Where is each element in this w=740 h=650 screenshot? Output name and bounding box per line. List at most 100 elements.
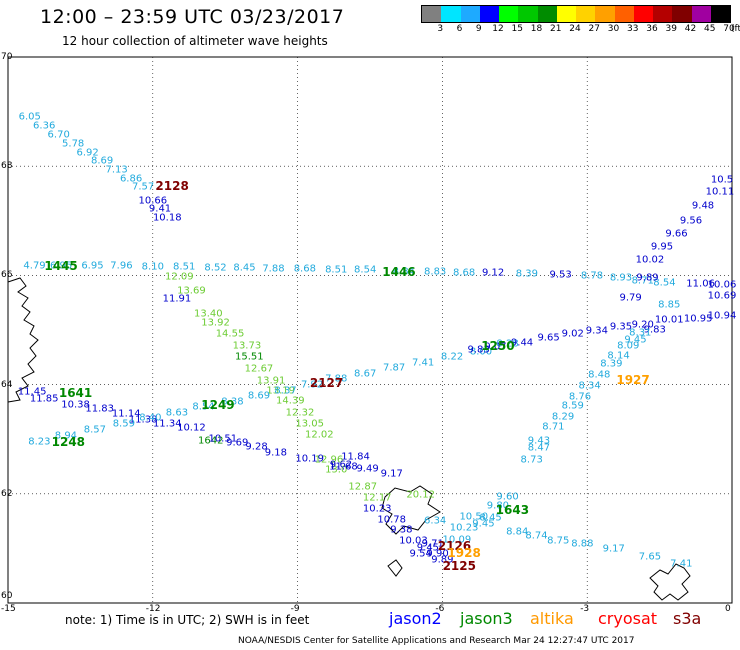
wave-height-value: 7.41 [670,558,693,570]
wave-height-value: 8.51 [325,264,348,276]
lon-label: -12 [145,604,161,614]
legend-swatch [422,6,442,22]
wave-height-value: 8.71 [542,421,565,433]
wave-height-value: 9.69 [226,437,249,449]
wave-height-value: 9.60 [496,491,519,503]
wave-height-value: 10.69 [707,290,737,302]
wave-height-value: 8.71 [631,275,654,287]
wave-height-value: 8.83 [424,266,447,278]
satellite-jason2: jason2 [389,609,442,628]
wave-height-value: 10.66 [138,195,168,207]
legend-label: 12 [492,24,504,34]
wave-height-value: 8.22 [440,351,464,363]
wave-height-value: 8.93 [609,272,633,284]
lat-label: 70 [1,52,13,62]
pass-time-label: 1446 [382,264,416,279]
wave-height-value: 9.02 [561,328,584,340]
wave-height-value: 8.88 [571,538,594,550]
wave-height-value: 10.23 [362,503,392,515]
lon-label: -15 [1,604,16,614]
wave-height-value: 9.89 [636,272,659,284]
wave-height-value: 9.45 [624,334,647,346]
wave-height-value: 8.54 [653,277,676,289]
legend-label: 6 [456,24,463,34]
legend-swatch [499,6,519,22]
wave-height-value: 8.73 [520,454,543,466]
wave-height-value: 10.01 [654,314,684,326]
wave-height-value: 11.68 [329,461,358,473]
wave-height-value: 6.95 [81,260,104,272]
wave-height-value: 15.51 [235,351,264,363]
wave-height-value: 10.12 [177,422,206,434]
legend-swatch [518,6,538,22]
wave-height-value: 8.00 [469,346,493,358]
wave-height-value: 8.40 [139,412,162,424]
wave-height-value: 11.45 [17,386,47,398]
wave-height-value: 12.17 [362,492,392,504]
wave-height-value: 10.23 [449,522,479,534]
wave-height-value: 6.95 [49,260,73,272]
wave-height-value: 9.41 [148,203,172,215]
wave-height-value: 8.67 [354,368,377,380]
wave-height-value: 10.78 [377,514,407,526]
wave-height-value: 12.67 [244,363,274,375]
wave-height-value: 8.48 [588,369,611,381]
legend-swatch [653,6,673,22]
wave-height-value: 8.39 [600,358,623,370]
pass-time-label: 1641 [58,385,93,400]
wave-height-value: 9.17 [602,543,625,555]
wave-height-value: 9.83 [643,324,666,336]
wave-height-value: 7.88 [325,373,348,385]
pass-time-label: 1249 [201,398,235,413]
legend-label: 18 [530,24,543,34]
lon-label: -6 [435,604,445,614]
legend-swatch [710,6,730,22]
wave-height-value: 10.19 [295,453,324,465]
wave-height-value: 12.32 [285,407,315,419]
wave-height-value: 13.40 [193,308,223,320]
wave-height-value: 8.37 [274,385,297,397]
lon-label: -3 [580,604,590,614]
wave-height-value: 8.54 [192,401,215,413]
wave-height-value: 9.12 [481,267,505,279]
wave-height-value: 9.83 [467,344,490,356]
legend-swatch [537,6,557,22]
wave-height-value: 9.07 [484,341,507,353]
legend-label: 24 [569,24,581,34]
wave-height-value: 9.17 [380,468,403,480]
wave-height-value: 20.12 [406,489,435,501]
wave-height-value: 7.92 [300,379,324,391]
wave-height-value: 10.51 [208,433,238,445]
wave-height-value: 8.76 [568,391,592,403]
legend-swatch [441,6,461,22]
legend-label: 45 [704,24,716,34]
wave-height-value: 6.34 [424,515,447,527]
wave-height-value: 9.56 [679,215,703,227]
wave-height-value: 12.96 [314,454,344,466]
wave-height-value: 8.84 [506,526,529,538]
wave-height-value: 10.18 [152,212,182,224]
pass-time-label: 2126 [437,538,472,553]
wave-height-value: 8.75 [547,535,570,547]
satellite-jason3: jason3 [460,609,513,628]
wave-height-value: 7.88 [262,263,285,275]
page-title: 12:00 – 23:59 UTC 03/23/2017 [40,6,345,28]
wave-height-value: 8.84 [392,266,415,278]
wave-height-value: 9.53 [549,269,572,281]
wave-height-value: 8.69 [247,390,271,402]
legend-label: 39 [665,24,677,34]
wave-height-value: 14.39 [276,395,305,407]
wave-height-value: 7.13 [105,164,128,176]
wave-height-value: 8.52 [204,262,227,274]
wave-height-value: 11.84 [341,451,370,463]
wave-height-value: 10.5 [710,174,734,186]
wave-height-value: 10.03 [399,535,428,547]
wave-height-value: 11.83 [85,403,115,415]
wave-height-value: 9.90 [426,548,449,560]
wave-height-value: 9.20 [631,319,654,331]
wave-height-value: 8.54 [354,264,377,276]
legend-swatch [691,6,711,22]
wave-height-value: 8.57 [83,424,107,436]
legend-label: 3 [437,24,444,34]
wave-height-value: 9.38 [390,524,413,536]
